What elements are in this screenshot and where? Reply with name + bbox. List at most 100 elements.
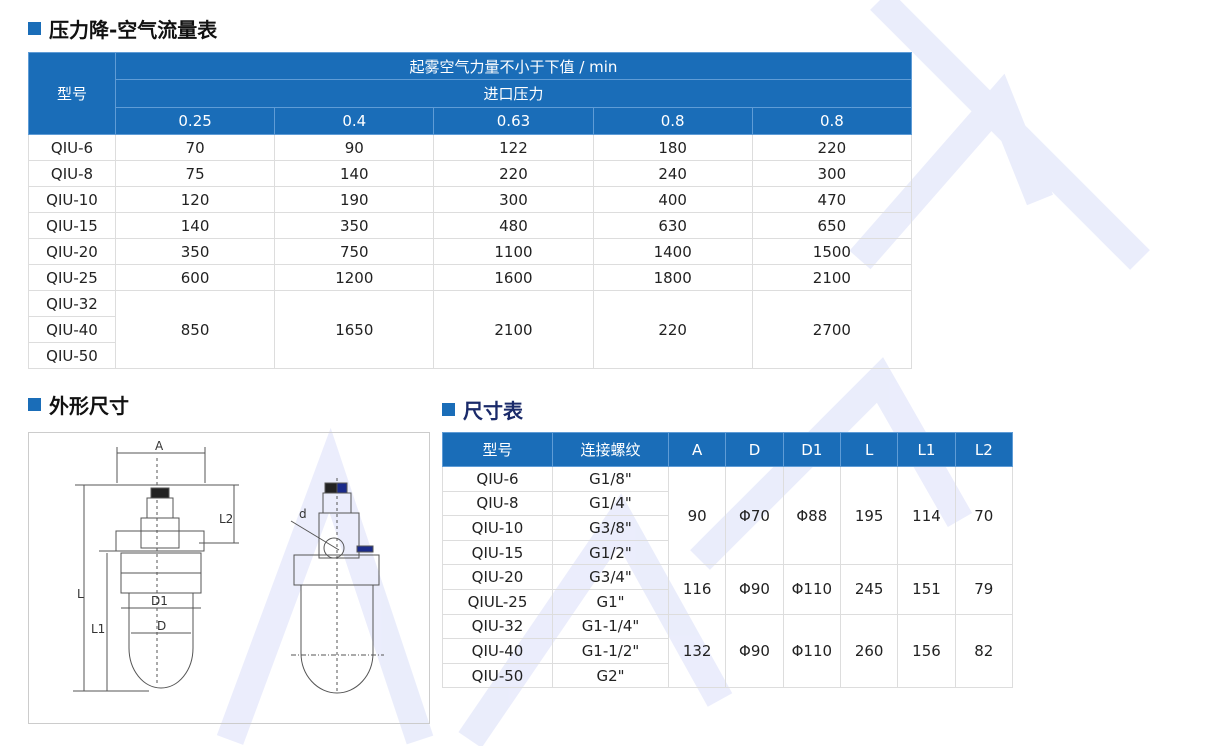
flow-value-cell: 1650: [274, 290, 435, 369]
title-text: 压力降-空气流量表: [49, 18, 218, 42]
flow-value-cell: 1100: [433, 238, 594, 265]
model-cell: QIU-8: [442, 490, 553, 517]
dim-value-cell: 82: [954, 613, 1014, 689]
dim-header: L: [839, 432, 899, 467]
dim-header: 型号: [442, 432, 553, 467]
flow-value-cell: 850: [114, 290, 276, 369]
table-row: QIU-6 70 90 122 180 220: [28, 134, 913, 161]
section-title-flow: 压力降-空气流量表: [28, 14, 217, 43]
model-cell: QIU-25: [28, 264, 116, 291]
flow-value-cell: 750: [274, 238, 435, 265]
flow-value-cell: 350: [114, 238, 276, 265]
dimension-table: 型号 连接螺纹 A D D1 L L1 L2 QIU-6 G1/8" 90 Φ70 Φ88 195 114…: [442, 432, 1014, 689]
table-row: QIUL-25 G1": [442, 588, 1013, 615]
model-cell: QIU-10: [442, 515, 553, 541]
square-bullet-icon: [28, 398, 41, 411]
table-row: QIU-15 140 350 480 630 650: [28, 212, 913, 239]
flow-value-cell: 1800: [592, 264, 753, 291]
table-row: QIU-40: [28, 316, 912, 343]
label-l1: L1: [91, 622, 105, 636]
table-row: QIU-25 600 1200 1600 1800 2100: [28, 264, 913, 291]
flow-value-cell: 120: [114, 186, 276, 213]
outline-drawing: A L L2 L1 D1 D d: [28, 432, 430, 724]
flow-value-cell: 630: [592, 212, 753, 239]
model-cell: QIU-50: [28, 342, 116, 369]
dim-value-cell: 116: [667, 564, 727, 615]
flow-value-cell: 470: [751, 186, 913, 213]
square-bullet-icon: [28, 22, 41, 35]
flow-value-cell: 1500: [751, 238, 913, 265]
label-l2: L2: [219, 512, 233, 526]
flow-value-cell: 400: [592, 186, 753, 213]
dim-header: L1: [897, 432, 956, 467]
flow-value-cell: 75: [114, 160, 276, 187]
thread-cell: G1-1/2": [552, 638, 669, 664]
model-cell: QIU-6: [442, 466, 553, 492]
pressure-header: 0.4: [274, 107, 435, 135]
flow-value-cell: 122: [433, 134, 594, 161]
flow-value-cell: 300: [751, 160, 913, 187]
flow-value-cell: 140: [114, 212, 276, 239]
pressure-header: 0.63: [433, 107, 594, 135]
model-cell: QIU-15: [442, 539, 553, 566]
flow-value-cell: 2100: [433, 290, 594, 369]
dim-value-cell: Φ90: [725, 564, 784, 615]
model-cell: QIUL-25: [442, 588, 553, 615]
dim-header: D1: [782, 432, 841, 467]
label-a: A: [155, 439, 164, 453]
table-row: QIU-50 G2": [442, 662, 1013, 689]
label-d: D: [157, 619, 166, 633]
dim-value-cell: Φ90: [725, 613, 784, 689]
thread-cell: G1-1/4": [552, 613, 669, 640]
flow-value-cell: 220: [751, 134, 913, 161]
table-row: QIU-20 350 750 1100 1400 1500: [28, 238, 913, 265]
flow-value-cell: 140: [274, 160, 435, 187]
dim-value-cell: Φ88: [782, 465, 841, 566]
square-bullet-icon: [442, 403, 455, 416]
flow-value-cell: 650: [751, 212, 913, 239]
thread-cell: G2": [552, 662, 669, 689]
table-row: QIU-10 120 190 300 400 470: [28, 186, 913, 213]
dim-value-cell: 70: [954, 465, 1014, 566]
flow-value-cell: 220: [592, 290, 753, 369]
table-row: QIU-32 G1-1/4" 132 Φ90 Φ110 260 156 82: [442, 613, 1014, 689]
flow-value-cell: 190: [274, 186, 435, 213]
table-row: QIU-8 G1/4": [442, 490, 1013, 517]
flow-value-cell: 1400: [592, 238, 753, 265]
section-title-outline: 外形尺寸: [28, 390, 129, 419]
table-row: QIU-8 75 140 220 240 300: [28, 160, 913, 187]
flow-value-cell: 220: [433, 160, 594, 187]
flow-value-cell: 600: [114, 264, 276, 291]
thread-cell: G3/8": [552, 515, 669, 541]
dim-value-cell: 151: [897, 564, 956, 615]
table-row: QIU-32 850 1650 2100 220 2700: [28, 290, 913, 369]
model-cell: QIU-40: [28, 316, 116, 343]
model-cell: QIU-50: [442, 662, 553, 689]
dim-header: 连接螺纹: [552, 432, 669, 467]
pressure-header: 0.25: [114, 107, 276, 135]
dim-value-cell: Φ70: [725, 465, 784, 566]
flow-value-cell: 2700: [751, 290, 913, 369]
header-mid: 进口压力: [115, 79, 912, 108]
model-cell: QIU-32: [442, 613, 553, 640]
dim-value-cell: 195: [839, 465, 899, 566]
flow-value-cell: 240: [592, 160, 753, 187]
dim-value-cell: 156: [897, 613, 956, 689]
table-row: QIU-40 G1-1/2": [442, 638, 1013, 664]
model-cell: QIU-15: [28, 212, 116, 239]
title-text: 尺寸表: [463, 399, 523, 423]
model-cell: QIU-6: [28, 134, 116, 161]
thread-cell: G1/8": [552, 466, 669, 492]
dim-value-cell: 245: [839, 564, 899, 615]
label-l: L: [77, 587, 84, 601]
flow-table: 型号 起雾空气力量不小于下值 / min 进口压力 0.25 0.4 0.63 0.8 0…: [28, 52, 913, 369]
dimension-diagram: A L L2 L1 D1 D d: [73, 439, 384, 694]
dim-value-cell: Φ110: [782, 564, 841, 615]
dim-value-cell: 114: [897, 465, 956, 566]
flow-value-cell: 480: [433, 212, 594, 239]
model-cell: QIU-20: [28, 238, 116, 265]
label-d1: D1: [151, 594, 168, 608]
model-cell: QIU-8: [28, 160, 116, 187]
thread-cell: G1/4": [552, 490, 669, 517]
flow-value-cell: 2100: [751, 264, 913, 291]
